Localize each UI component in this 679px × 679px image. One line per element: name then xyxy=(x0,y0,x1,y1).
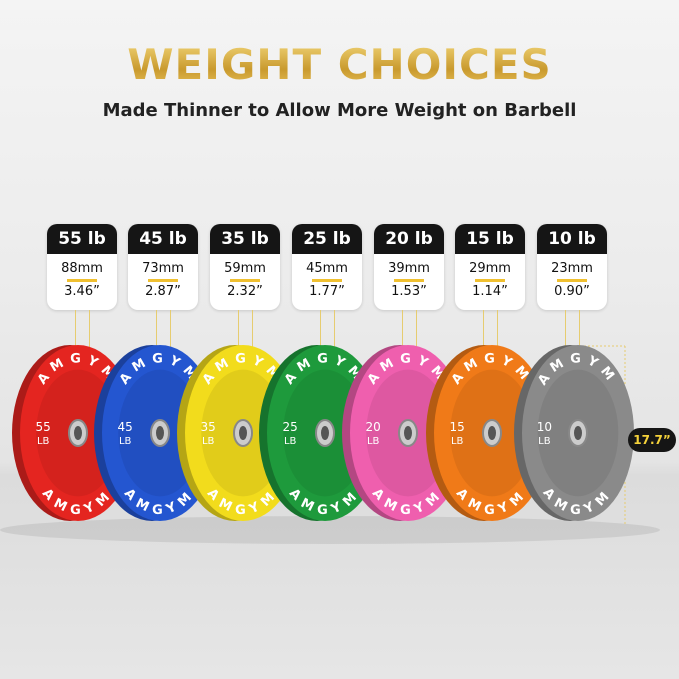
guide-line xyxy=(170,310,171,350)
plate-number: 55 xyxy=(36,420,51,434)
thickness-inches: 1.14” xyxy=(472,284,508,299)
guide-line xyxy=(334,310,335,350)
guide-line xyxy=(497,310,498,350)
divider xyxy=(148,279,178,282)
divider xyxy=(312,279,342,282)
plate-number: 15 xyxy=(450,420,465,434)
divider xyxy=(394,279,424,282)
divider xyxy=(67,279,97,282)
weight-label: 25 lb xyxy=(292,224,362,254)
guide-line xyxy=(89,310,90,350)
thickness-mm: 59mm xyxy=(224,261,266,276)
guide-line xyxy=(75,310,76,350)
thickness-inches: 3.46” xyxy=(64,284,100,299)
weight-label: 55 lb xyxy=(47,224,117,254)
plate-number: 25 xyxy=(283,420,298,434)
thickness-inches: 2.87” xyxy=(145,284,181,299)
weight-label: 45 lb xyxy=(128,224,198,254)
thickness-inches: 2.32” xyxy=(227,284,263,299)
weight-label: 20 lb xyxy=(374,224,444,254)
thickness-inches: 0.90” xyxy=(554,284,590,299)
plate-unit: LB xyxy=(202,436,215,447)
plate-number: 10 xyxy=(537,420,552,434)
thickness-mm: 45mm xyxy=(306,261,348,276)
guide-line xyxy=(565,310,566,350)
guide-line xyxy=(238,310,239,350)
weight-card: 55 lb 88mm 3.46” xyxy=(47,224,117,310)
weight-card: 10 lb 23mm 0.90” xyxy=(537,224,607,310)
weight-card: 25 lb 45mm 1.77” xyxy=(292,224,362,310)
guide-line xyxy=(252,310,253,350)
guide-line xyxy=(483,310,484,350)
guide-line xyxy=(156,310,157,350)
weight-card: 20 lb 39mm 1.53” xyxy=(374,224,444,310)
plate-number: 35 xyxy=(201,420,216,434)
plate-unit: LB xyxy=(284,436,297,447)
weight-card: 35 lb 59mm 2.32” xyxy=(210,224,280,310)
thickness-mm: 39mm xyxy=(388,261,430,276)
page-subtitle: Made Thinner to Allow More Weight on Bar… xyxy=(102,100,577,121)
plate-unit: LB xyxy=(538,436,551,447)
thickness-mm: 88mm xyxy=(61,261,103,276)
weight-label: 10 lb xyxy=(537,224,607,254)
thickness-inches: 1.77” xyxy=(309,284,345,299)
divider xyxy=(557,279,587,282)
diameter-badge: 17.7” xyxy=(628,428,676,452)
page-title: WEIGHT CHOICES xyxy=(0,40,679,89)
thickness-mm: 23mm xyxy=(551,261,593,276)
plate-unit: LB xyxy=(37,436,50,447)
guide-line xyxy=(579,310,580,350)
thickness-mm: 73mm xyxy=(142,261,184,276)
guide-line xyxy=(416,310,417,350)
plate-unit: LB xyxy=(367,436,380,447)
weight-label: 15 lb xyxy=(455,224,525,254)
plate-number: 45 xyxy=(118,420,133,434)
plate-unit: LB xyxy=(119,436,132,447)
divider xyxy=(230,279,260,282)
plate-unit: LB xyxy=(451,436,464,447)
weight-card: 45 lb 73mm 2.87” xyxy=(128,224,198,310)
weight-card: 15 lb 29mm 1.14” xyxy=(455,224,525,310)
thickness-inches: 1.53” xyxy=(391,284,427,299)
weight-label: 35 lb xyxy=(210,224,280,254)
guide-line xyxy=(320,310,321,350)
plate-number: 20 xyxy=(366,420,381,434)
divider xyxy=(475,279,505,282)
guide-line xyxy=(402,310,403,350)
thickness-mm: 29mm xyxy=(469,261,511,276)
